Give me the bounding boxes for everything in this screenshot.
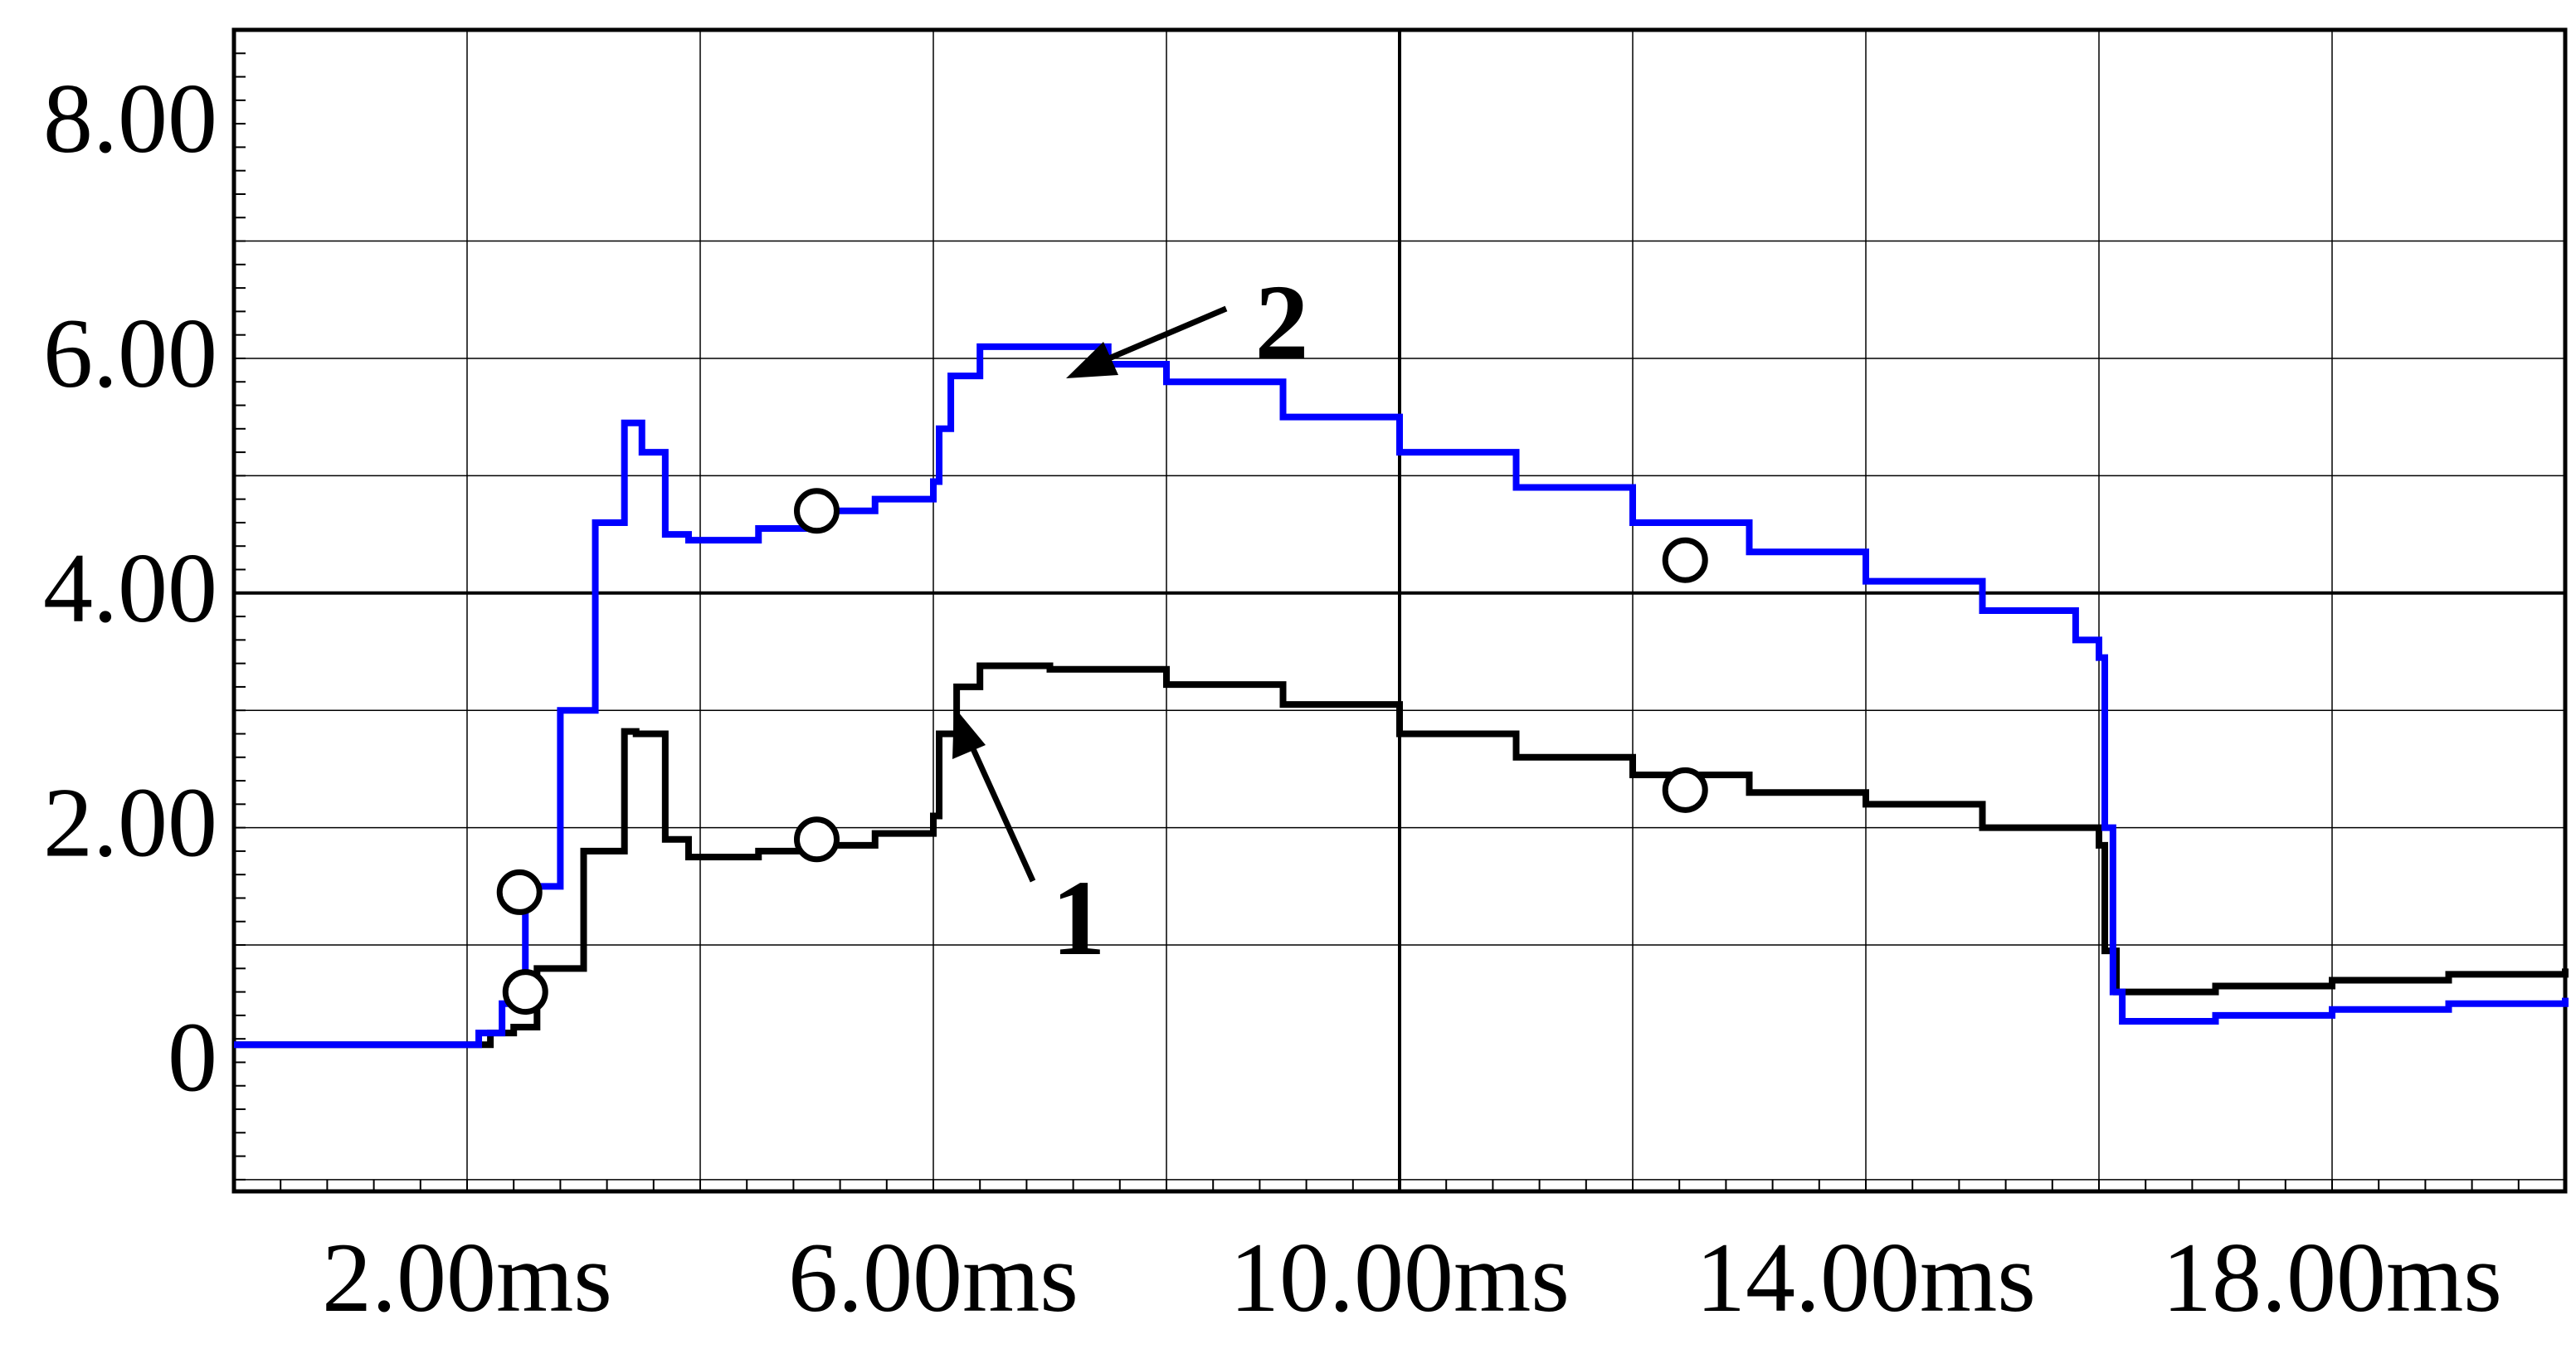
annotation-arrowhead-2 [1066,342,1118,378]
annotation-label-1: 1 [1052,859,1106,978]
series-marker-2 [496,869,543,915]
major-gridlines [234,30,2565,1191]
y-tick-label: 8.00 [43,63,217,173]
y-tick-label: 6.00 [43,298,217,408]
x-tick-label: 14.00ms [1696,1222,2036,1332]
annotation-arrowhead-1 [952,707,986,759]
y-tick-label: 4.00 [43,533,217,643]
y-tick-label: 2.00 [43,767,217,878]
series-marker-2 [794,488,840,534]
x-tick-label: 10.00ms [1230,1222,1570,1332]
y-tick-label: 0 [168,1001,217,1112]
annotation-arrow-2 [1098,305,1228,366]
y-axis-tick-labels: 0 2.00 4.00 6.00 8.00 [43,63,217,1112]
series-marker-2 [1662,537,1708,583]
series-line-1 [234,662,2569,1049]
series-marker-1 [502,969,548,1015]
series-line-2 [234,343,2569,1049]
series-marker-1 [794,816,840,863]
series-layer [234,343,2569,1049]
x-tick-label: 6.00ms [788,1222,1079,1332]
annotation-layer: 1 2 [952,263,1309,978]
x-tick-label: 2.00ms [322,1222,612,1332]
annotation-label-2: 2 [1255,263,1309,382]
x-axis-tick-labels: 2.00ms 6.00ms 10.00ms 14.00ms 18.00ms [322,1222,2502,1332]
marker-layer [496,488,1708,1015]
series-marker-1 [1662,767,1708,813]
annotation-arrow-1 [963,733,1036,883]
plot-frame [231,27,2568,1194]
x-tick-label: 18.00ms [2162,1222,2502,1332]
